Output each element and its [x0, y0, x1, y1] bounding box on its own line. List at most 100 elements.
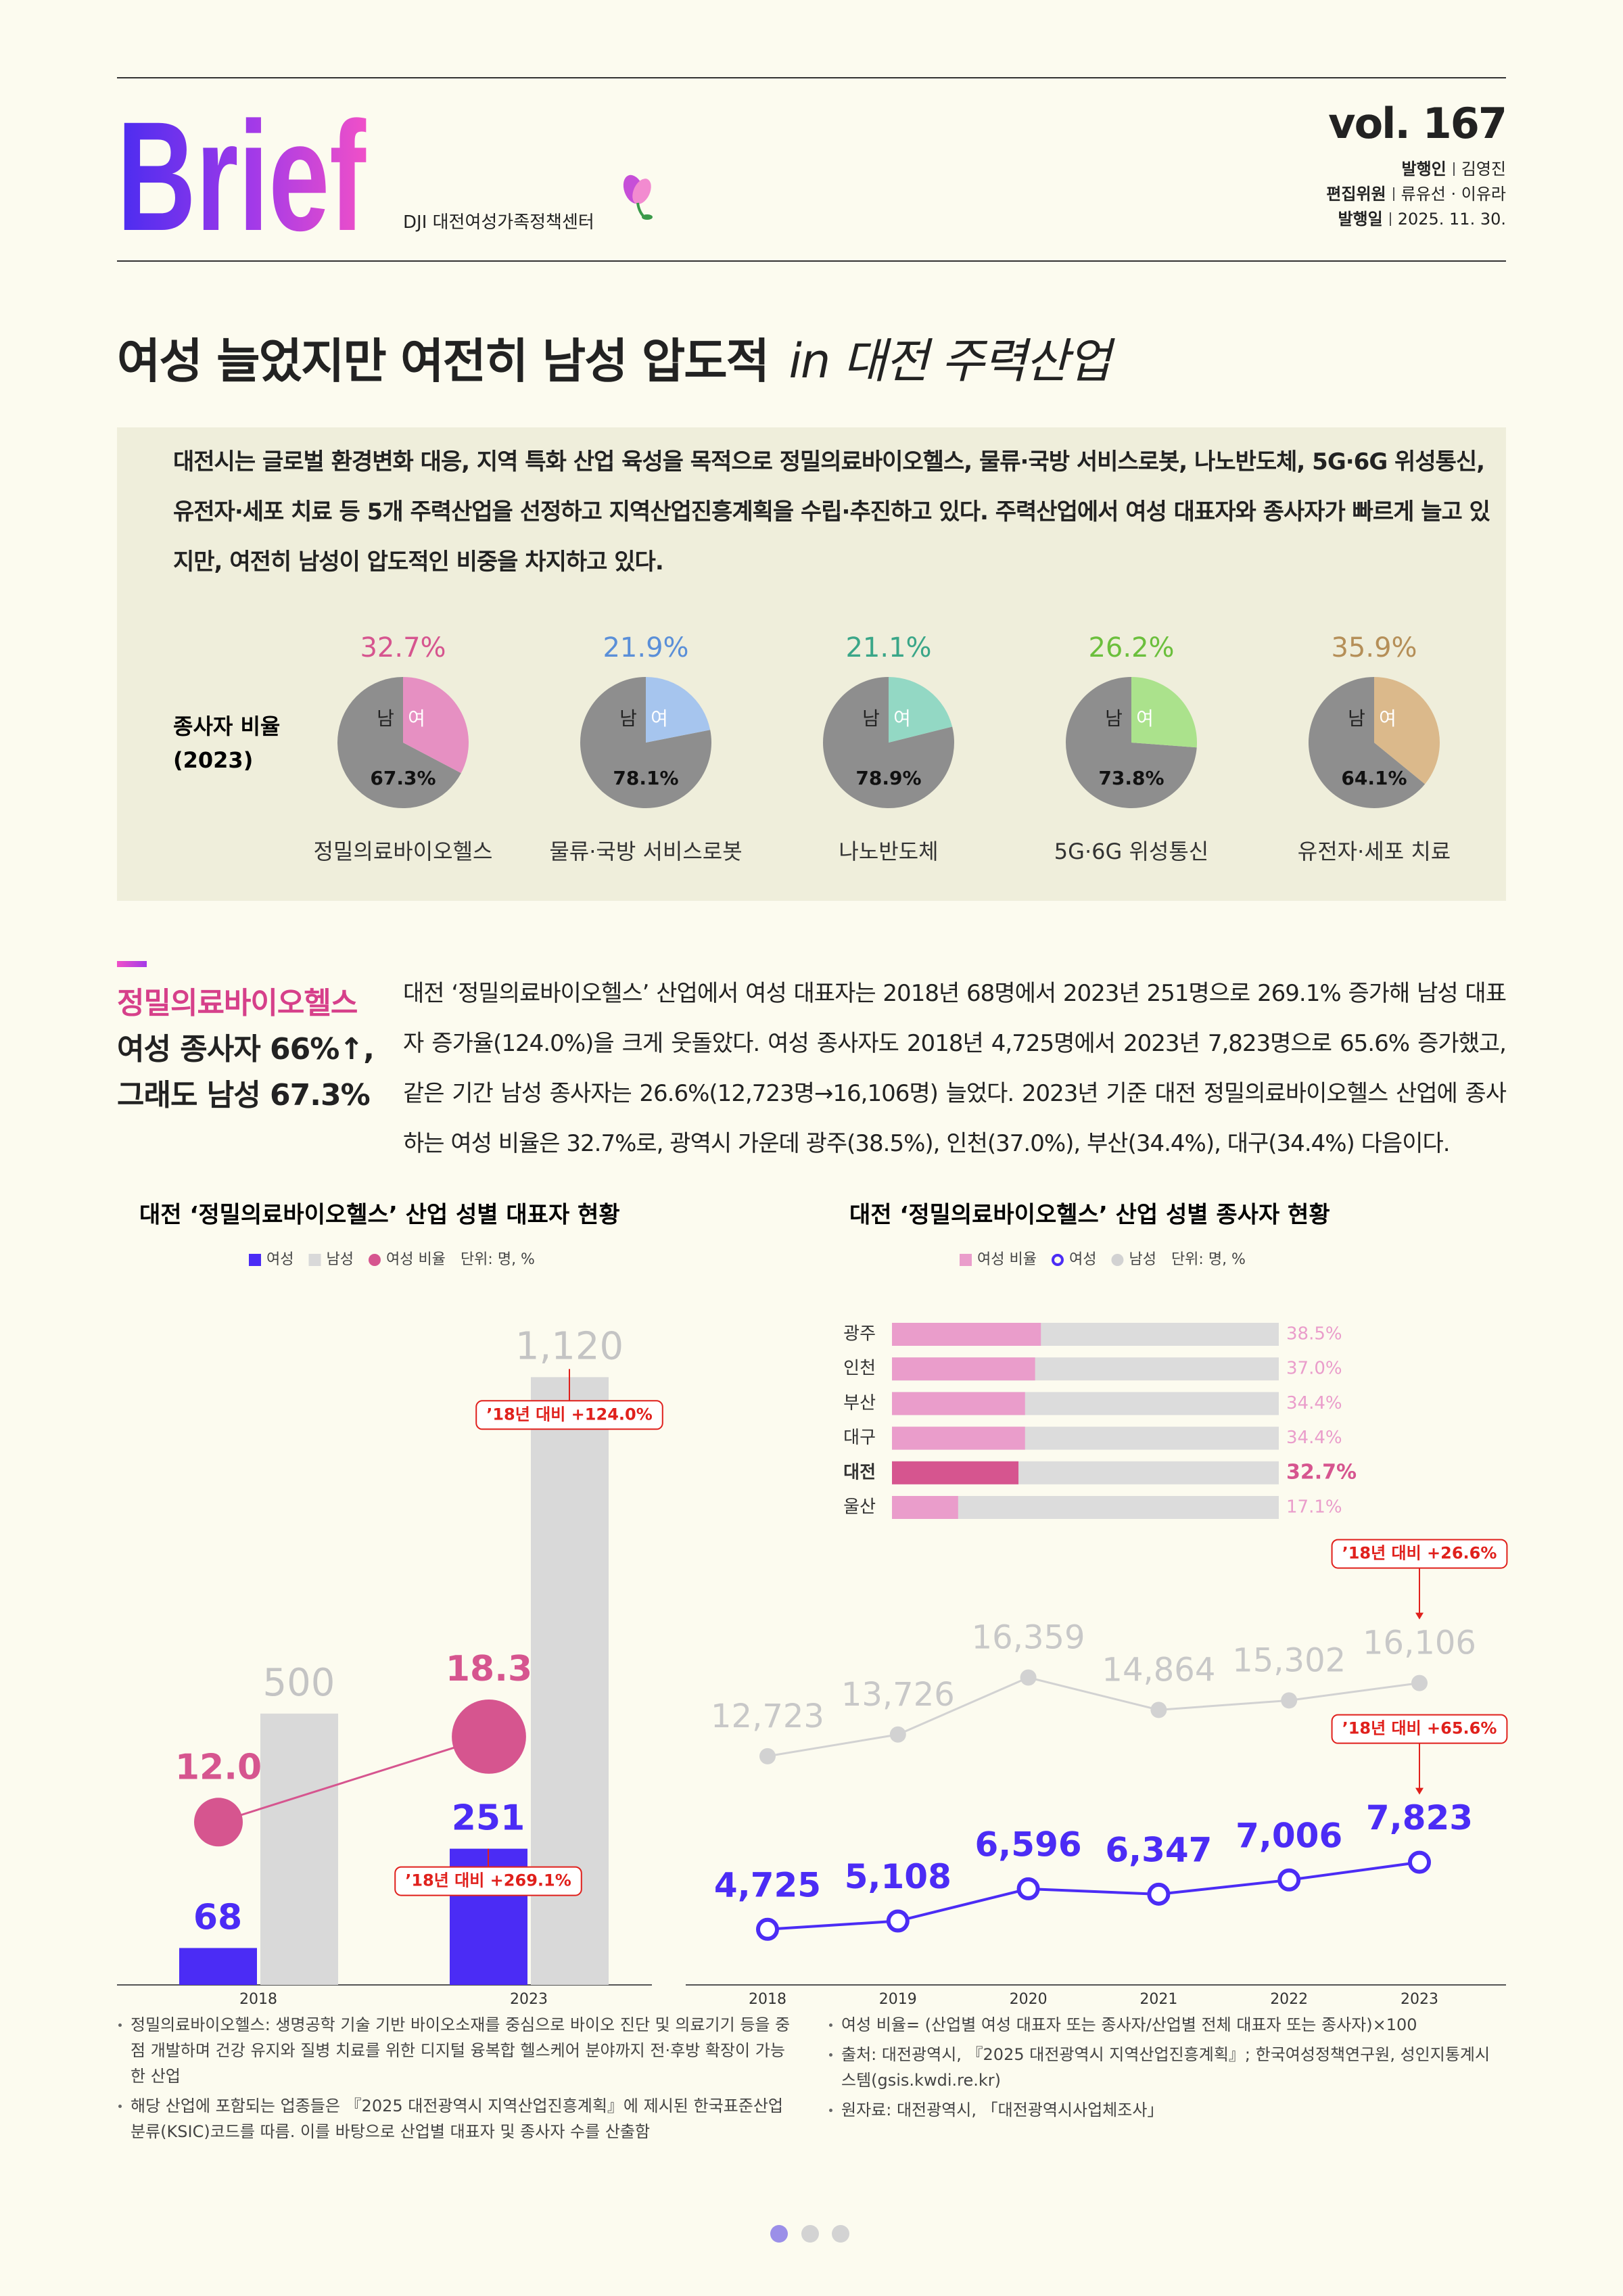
- y-tick-label: 대구: [843, 1428, 876, 1448]
- legend-unit: 단위: 명, %: [1171, 1251, 1246, 1268]
- value-label: 37.0%: [1286, 1359, 1342, 1379]
- chart-title: 대전 ‘정밀의료바이오헬스’ 산업 성별 종사자 현황: [849, 1202, 1330, 1229]
- pie-name: 유전자·세포 치료: [1298, 839, 1451, 864]
- section-heading-line: 정밀의료바이오헬스: [117, 986, 358, 1021]
- annotation: ’18년 대비 +124.0%: [486, 1405, 653, 1424]
- point: [1016, 1877, 1040, 1900]
- value-label: 32.7%: [360, 632, 446, 663]
- credit-separator: [1453, 162, 1455, 176]
- legend-swatch: [960, 1254, 972, 1266]
- logo: Brief: [117, 95, 367, 250]
- value-label: 34.4%: [1286, 1393, 1342, 1413]
- legend-unit: 단위: 명, %: [461, 1251, 535, 1268]
- value-label: 251: [452, 1798, 525, 1839]
- legend-swatch: [1111, 1254, 1124, 1266]
- pie-slice: [1066, 677, 1197, 808]
- x-tick-label: 2020: [1010, 1991, 1048, 2008]
- section-body: 대전 ‘정밀의료바이오헬스’ 산업에서 여성 대표자는 2018년 68명에서 …: [403, 980, 1507, 1157]
- value-label: 7,006: [1236, 1816, 1342, 1855]
- value-label: 4,725: [714, 1865, 821, 1904]
- credits: 발행인 김영진 편집위원 류유선 · 이유라 발행일 2025. 11. 30.: [1326, 157, 1506, 232]
- x-tick-label: 2018: [239, 1991, 277, 2008]
- page-dot[interactable]: [801, 2225, 819, 2243]
- value-label: 21.1%: [845, 632, 931, 663]
- x-tick-label: 2018: [749, 1991, 786, 2008]
- annotation-arrow: [1415, 1787, 1424, 1795]
- page-dot[interactable]: [770, 2225, 788, 2243]
- credit-separator: [1392, 187, 1394, 201]
- y-tick-label: 광주: [843, 1324, 876, 1344]
- intro-box: [117, 427, 1506, 901]
- value-label: 6,347: [1105, 1830, 1212, 1869]
- value-label: 1,120: [515, 1324, 624, 1368]
- legend-swatch: [1051, 1254, 1064, 1266]
- series-line: [218, 1735, 490, 1823]
- footnotes-left: 정밀의료바이오헬스: 생명공학 기술 기반 바이오소재를 중심으로 바이오 진단…: [117, 2012, 793, 2149]
- legend-swatch: [368, 1254, 381, 1266]
- x-tick-label: 2023: [510, 1991, 548, 2008]
- pie-slice: [646, 677, 711, 743]
- slice-label: 여: [408, 707, 425, 730]
- annotation: ’18년 대비 +26.6%: [1342, 1544, 1497, 1563]
- series-line: [767, 1676, 1420, 1758]
- legend-label: 남성: [326, 1251, 353, 1268]
- credit-label: 발행일: [1338, 210, 1383, 229]
- logo-text: Brief: [117, 95, 367, 250]
- row-label: 종사자 비율: [173, 713, 280, 739]
- value-label: 12,723: [711, 1697, 824, 1735]
- pie-slice: [1308, 677, 1426, 808]
- credit-value: 류유선 · 이유라: [1401, 185, 1506, 204]
- value-label: 6,596: [975, 1825, 1082, 1864]
- point: [756, 1917, 779, 1941]
- footnote: 출처: 대전광역시, 『2025 대전광역시 지역산업진흥계획』; 한국여성정책…: [828, 2042, 1504, 2093]
- value-label: 34.4%: [1286, 1428, 1342, 1448]
- pie-slice: [889, 677, 953, 743]
- value-label: 26.2%: [1088, 632, 1174, 663]
- value-label: 73.8%: [1098, 767, 1164, 789]
- value-label: 5,108: [845, 1857, 951, 1896]
- legend-label: 남성: [1129, 1251, 1156, 1268]
- value-label: 78.9%: [855, 767, 921, 789]
- slice-label: 남: [1105, 707, 1123, 730]
- org-name: DJI 대전여성가족정책센터: [403, 212, 594, 233]
- section-heading: 정밀의료바이오헬스 여성 종사자 66%↑, 그래도 남성 67.3%: [117, 981, 375, 1119]
- x-tick-label: 2022: [1270, 1991, 1308, 2008]
- y-tick-label: 부산: [843, 1393, 876, 1413]
- value-label: 13,726: [841, 1676, 955, 1714]
- credit-line: 편집위원 류유선 · 이유라: [1326, 182, 1506, 207]
- point: [1281, 1692, 1298, 1709]
- legend-swatch: [308, 1254, 321, 1266]
- header-rule: [117, 260, 1506, 262]
- value-label: 21.9%: [603, 632, 688, 663]
- footnote: 정밀의료바이오헬스: 생명공학 기술 기반 바이오소재를 중심으로 바이오 진단…: [117, 2012, 793, 2089]
- pie-slice: [1374, 677, 1440, 784]
- bar: [892, 1496, 958, 1519]
- slice-label: 여: [893, 707, 911, 730]
- slice-label: 여: [1379, 707, 1396, 730]
- value-label: 64.1%: [1341, 767, 1407, 789]
- footnote: 원자료: 대전광역시, 「대전광역시사업체조사」: [828, 2097, 1504, 2123]
- annotation: ’18년 대비 +269.1%: [405, 1871, 571, 1890]
- value-label: 35.9%: [1331, 632, 1417, 663]
- bar: [892, 1426, 1025, 1450]
- pie-name: 5G·6G 위성통신: [1054, 839, 1208, 864]
- bubble: [194, 1798, 243, 1847]
- pie-name: 물류·국방 서비스로봇: [549, 839, 742, 864]
- slice-label: 남: [619, 707, 637, 730]
- legend-label: 여성: [266, 1251, 293, 1268]
- credit-line: 발행인 김영진: [1326, 157, 1507, 182]
- point: [1020, 1669, 1037, 1686]
- legend-label: 여성: [1069, 1251, 1096, 1268]
- top-rule: [117, 77, 1506, 78]
- legend-swatch: [249, 1254, 261, 1266]
- bar: [892, 1392, 1025, 1415]
- value-label: 18.3: [446, 1649, 532, 1689]
- point: [1408, 1850, 1431, 1874]
- bubble: [452, 1700, 526, 1774]
- x-tick-label: 2019: [879, 1991, 917, 2008]
- section-heading-line: 그래도 남성 67.3%: [117, 1078, 371, 1112]
- slice-label: 여: [1136, 707, 1154, 730]
- footnotes-right: 여성 비율= (산업별 여성 대표자 또는 종사자/산업별 전체 대표자 또는 …: [828, 2012, 1504, 2127]
- page-dot[interactable]: [832, 2225, 849, 2243]
- headline: 여성 늘었지만 여전히 남성 압도적 in 대전 주력산업: [117, 323, 1111, 392]
